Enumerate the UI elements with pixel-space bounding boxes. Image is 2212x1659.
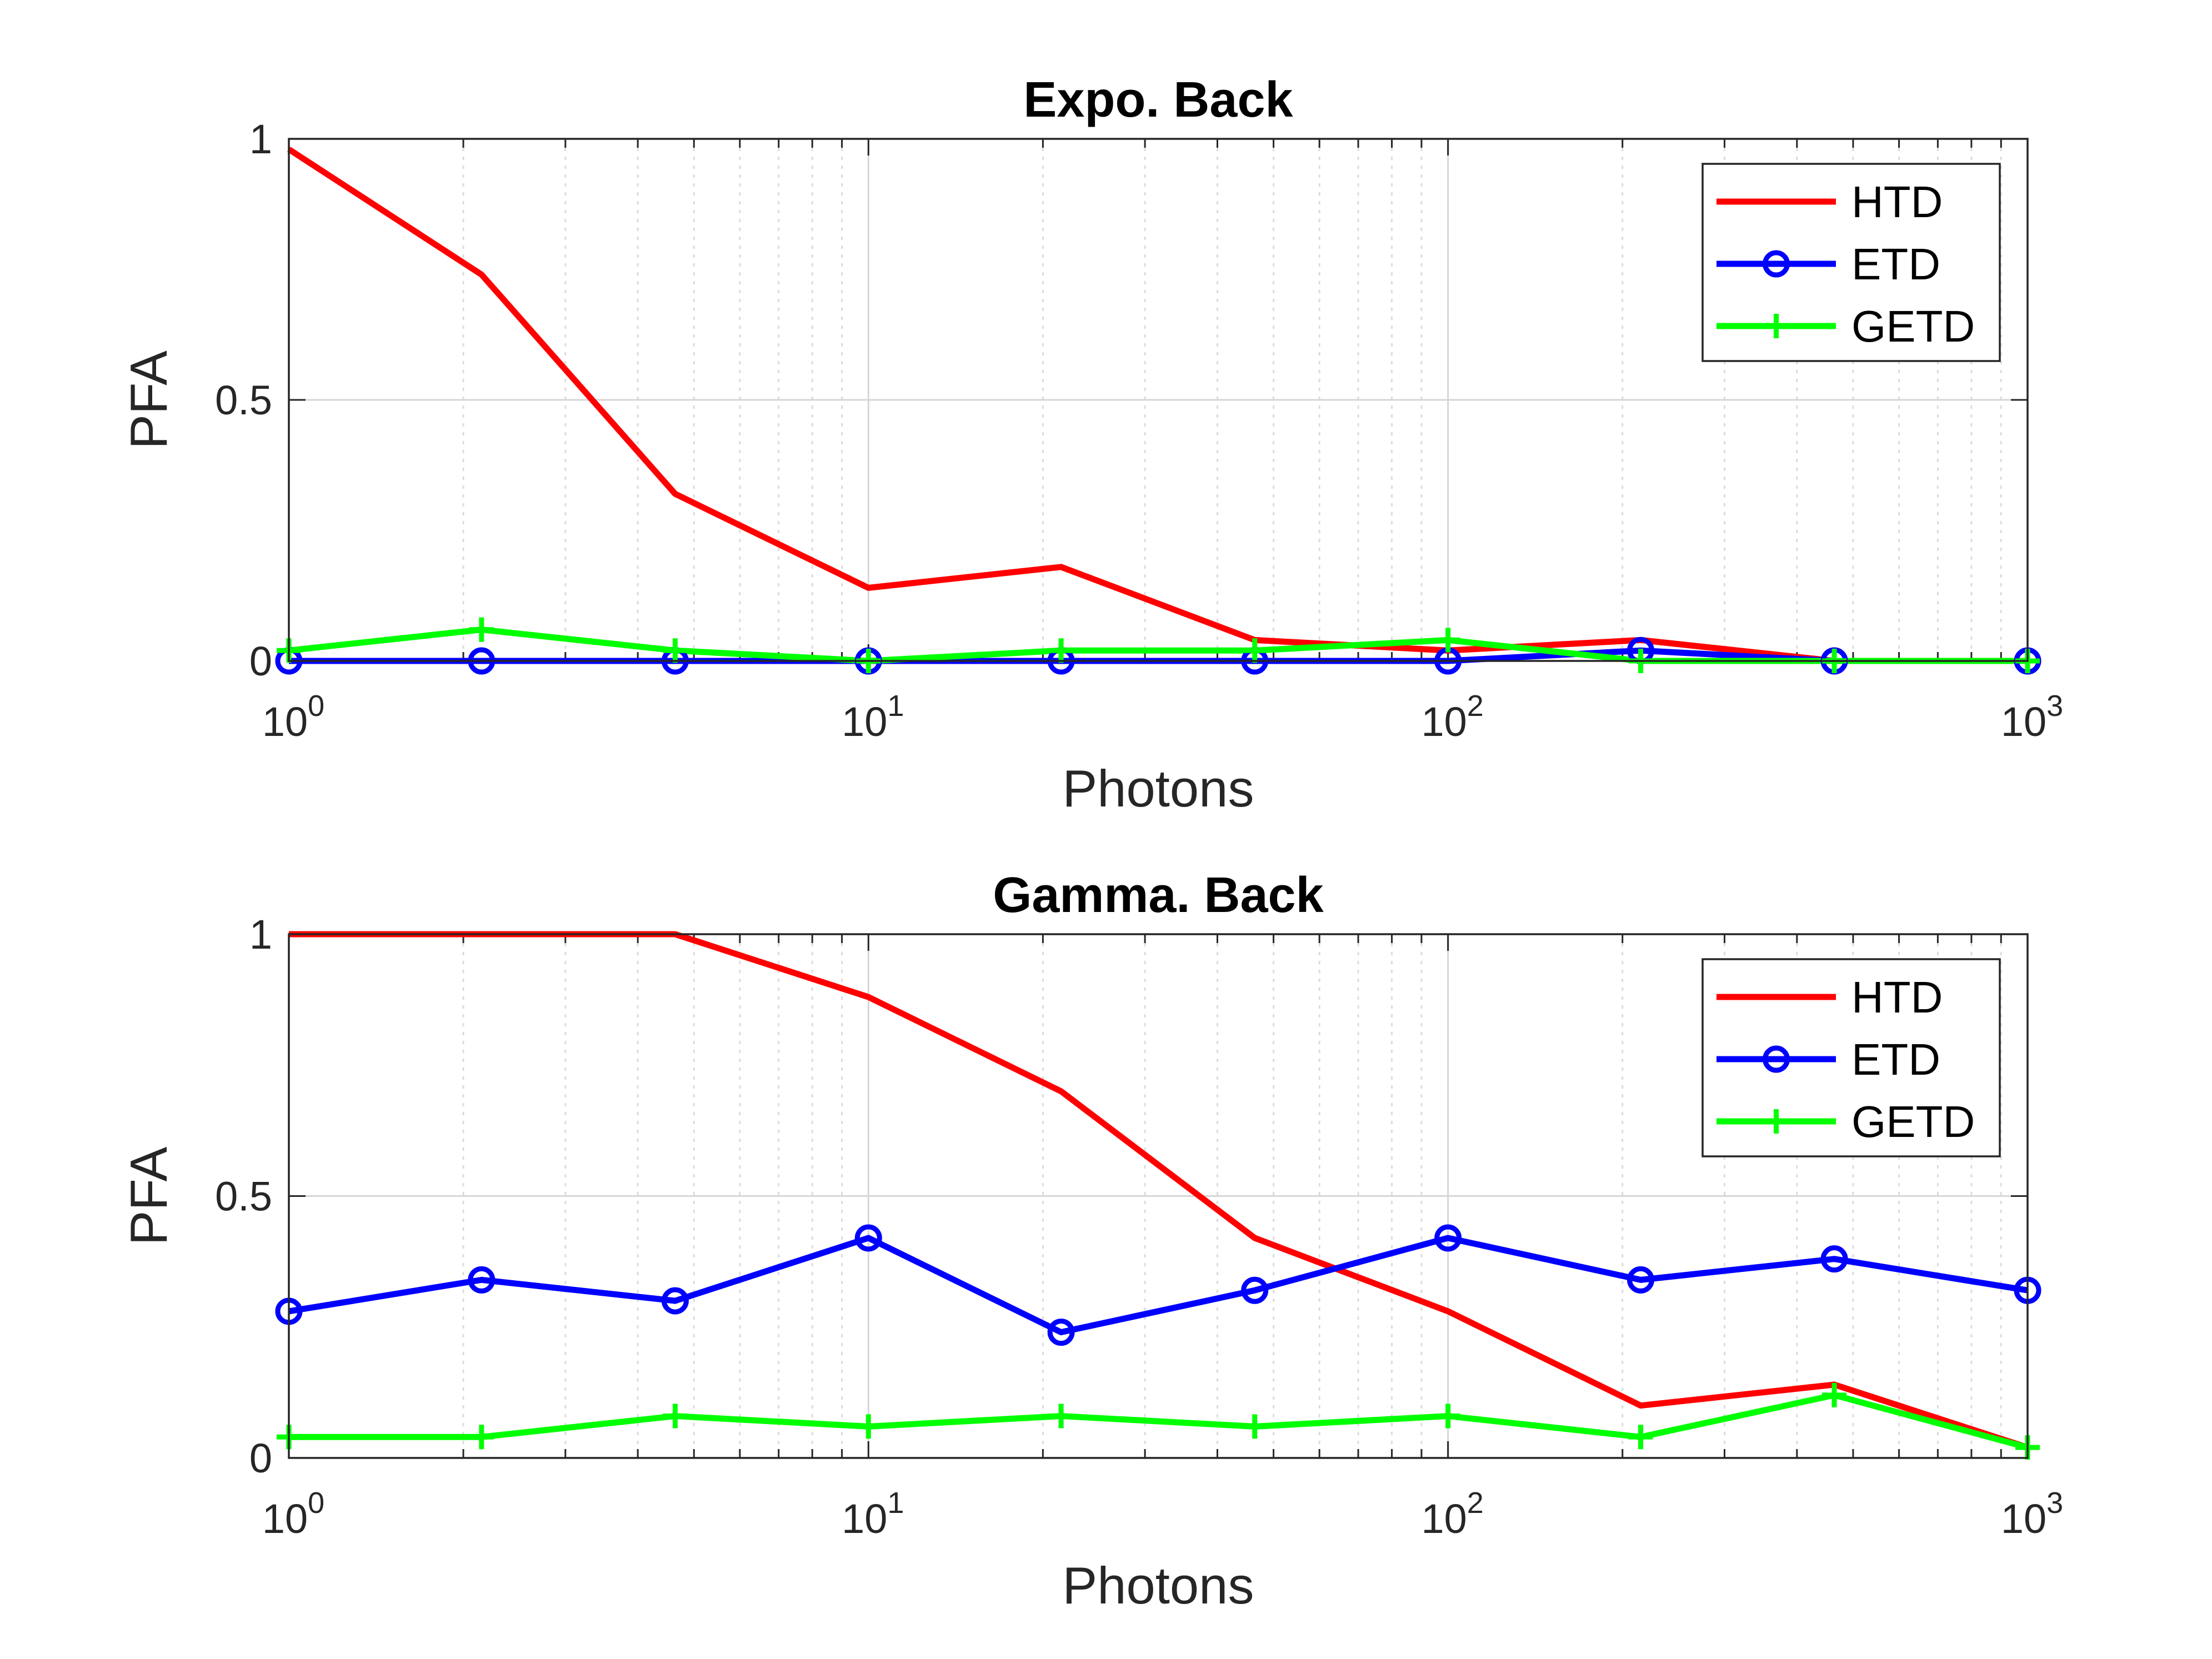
x-tick-base: 10 bbox=[1421, 699, 1467, 745]
data-point-getd bbox=[1435, 1404, 1460, 1429]
x-tick-label: 103 bbox=[2001, 1486, 2063, 1542]
legend-marker-getd bbox=[1764, 314, 1789, 338]
legend: HTD ETD GETD bbox=[1701, 163, 2001, 362]
x-tick-exponent: 2 bbox=[1467, 689, 1484, 723]
legend-label-etd: ETD bbox=[1851, 239, 1940, 289]
data-point-etd bbox=[1047, 1319, 1075, 1346]
chart-title: Gamma. Back bbox=[993, 868, 1324, 923]
x-tick-exponent: 1 bbox=[887, 689, 904, 723]
legend-marker-etd bbox=[1763, 1045, 1790, 1073]
series-line-getd bbox=[289, 1392, 2029, 1451]
x-tick-base: 10 bbox=[842, 699, 887, 745]
data-point-getd bbox=[1242, 638, 1267, 663]
x-tick-label: 101 bbox=[842, 689, 904, 745]
x-tick-base: 10 bbox=[2001, 699, 2046, 745]
data-point-getd bbox=[469, 617, 494, 642]
data-point-getd bbox=[663, 1404, 688, 1429]
x-tick-label: 103 bbox=[2001, 689, 2063, 745]
data-point-getd bbox=[1049, 1404, 1074, 1429]
x-tick-exponent: 3 bbox=[2046, 689, 2063, 723]
legend: HTD ETD GETD bbox=[1701, 958, 2001, 1157]
data-point-etd bbox=[1241, 1276, 1269, 1304]
data-point-etd bbox=[1627, 1266, 1655, 1294]
legend-label-getd: GETD bbox=[1851, 302, 1975, 351]
data-point-getd bbox=[663, 638, 688, 663]
legend-label-htd: HTD bbox=[1851, 973, 1943, 1022]
series-line-etd bbox=[288, 1235, 2028, 1336]
x-axis-label: Photons bbox=[1063, 1556, 1254, 1615]
data-point-getd bbox=[1628, 1425, 1653, 1450]
x-tick-label: 102 bbox=[1421, 1486, 1483, 1542]
x-tick-base: 10 bbox=[842, 1496, 887, 1542]
x-tick-exponent: 0 bbox=[308, 1486, 324, 1520]
data-point-etd bbox=[1820, 1245, 1848, 1273]
legend-marker-getd bbox=[1764, 1109, 1789, 1134]
data-point-etd bbox=[854, 1224, 882, 1252]
y-tick-label: 0 bbox=[249, 1435, 272, 1481]
x-tick-exponent: 1 bbox=[887, 1486, 904, 1520]
x-tick-label: 100 bbox=[262, 1486, 324, 1542]
legend-label-getd: GETD bbox=[1851, 1097, 1975, 1146]
x-tick-exponent: 0 bbox=[308, 689, 324, 723]
data-point-getd bbox=[469, 1425, 494, 1450]
x-axis-label: Photons bbox=[1063, 759, 1254, 818]
legend-label-htd: HTD bbox=[1851, 177, 1943, 227]
x-tick-label: 101 bbox=[842, 1486, 904, 1542]
data-point-getd bbox=[1242, 1414, 1267, 1439]
y-axis-label: PFA bbox=[119, 350, 178, 449]
y-tick-label: 0.5 bbox=[215, 1174, 272, 1220]
data-point-etd bbox=[661, 1287, 689, 1315]
x-tick-base: 10 bbox=[1421, 1496, 1467, 1542]
legend-marker-etd bbox=[1763, 250, 1790, 278]
y-tick-label: 0 bbox=[249, 638, 272, 684]
y-tick-label: 1 bbox=[249, 116, 272, 162]
legend-label-etd: ETD bbox=[1851, 1035, 1940, 1084]
data-point-getd bbox=[856, 1414, 881, 1439]
data-point-getd bbox=[1822, 1382, 1847, 1407]
x-tick-label: 102 bbox=[1421, 689, 1483, 745]
y-axis-label: PFA bbox=[119, 1146, 178, 1245]
series-line-htd bbox=[287, 147, 2028, 664]
x-tick-base: 10 bbox=[262, 1496, 308, 1542]
x-tick-label: 100 bbox=[262, 689, 324, 745]
axes-box bbox=[288, 138, 2029, 662]
data-point-etd bbox=[1434, 1224, 1462, 1252]
y-tick-label: 1 bbox=[249, 911, 272, 958]
chart-title: Expo. Back bbox=[1023, 72, 1293, 128]
axes-box bbox=[288, 933, 2029, 1459]
data-point-getd bbox=[1049, 638, 1074, 663]
x-tick-exponent: 3 bbox=[2046, 1486, 2063, 1520]
data-point-getd bbox=[1435, 628, 1460, 653]
x-tick-base: 10 bbox=[262, 699, 308, 745]
y-tick-label: 0.5 bbox=[215, 377, 272, 423]
data-point-etd bbox=[468, 1266, 496, 1294]
x-tick-base: 10 bbox=[2001, 1496, 2046, 1542]
x-tick-exponent: 2 bbox=[1467, 1486, 1484, 1520]
